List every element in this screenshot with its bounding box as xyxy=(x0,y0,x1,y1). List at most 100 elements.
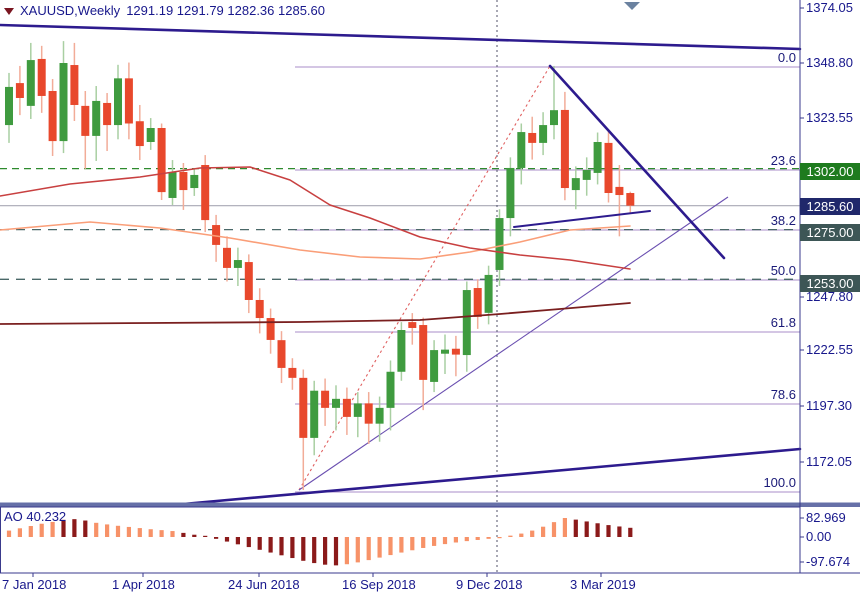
ao-bar xyxy=(170,531,175,537)
ao-bar xyxy=(105,524,110,537)
candle-body xyxy=(560,109,569,189)
symbol-dropdown-icon xyxy=(4,7,14,15)
candle-body xyxy=(81,105,90,136)
candle-body xyxy=(114,78,122,126)
candle-body xyxy=(201,165,210,221)
candle-body xyxy=(473,288,482,317)
candle-body xyxy=(157,128,166,193)
ao-bar xyxy=(453,537,458,543)
candle-body xyxy=(408,322,417,328)
candle-body xyxy=(419,325,428,380)
price-scale-label: 1247.80 xyxy=(806,289,853,304)
candle-body xyxy=(332,398,340,408)
candle-body xyxy=(92,100,101,136)
ao-bar xyxy=(333,537,339,566)
ao-bar xyxy=(268,537,273,553)
ao-bar xyxy=(214,537,219,539)
ma-mid xyxy=(0,221,631,260)
ao-bar xyxy=(442,537,448,545)
ohlc-values: 1291.19 1291.79 1282.36 1285.60 xyxy=(126,3,325,18)
ao-bar xyxy=(323,537,328,565)
time-scale-label: 1 Apr 2018 xyxy=(112,577,175,592)
ao-bar xyxy=(181,532,186,537)
candle-body xyxy=(168,172,177,198)
candle-body xyxy=(15,83,24,98)
candle-body xyxy=(266,318,275,340)
candle-body xyxy=(571,178,580,191)
candle-body xyxy=(615,186,624,196)
fib-label-50.0: 50.0 xyxy=(770,263,796,278)
ao-bar xyxy=(344,537,349,565)
candle-body xyxy=(364,403,373,424)
ao-bar xyxy=(290,537,295,559)
trendline-4[interactable] xyxy=(513,210,651,228)
ao-bar xyxy=(410,537,415,551)
candle-body xyxy=(244,262,253,300)
trendline-2[interactable] xyxy=(170,447,802,507)
price-badge-1285.60: 1285.60 xyxy=(800,197,860,215)
ao-bar xyxy=(497,537,502,539)
ao-bar xyxy=(148,529,153,537)
panel-divider[interactable] xyxy=(0,502,860,508)
price-badge-1302.00: 1302.00 xyxy=(800,162,860,180)
time-scale-label: 3 Mar 2019 xyxy=(570,577,636,592)
candle-body xyxy=(386,371,395,408)
trendline-1[interactable] xyxy=(0,23,802,51)
candle-body xyxy=(103,102,112,126)
candle-body xyxy=(397,330,406,372)
ao-bar xyxy=(388,537,393,556)
time-scale-label: 24 Jun 2018 xyxy=(228,577,300,592)
candle-body xyxy=(626,193,635,206)
ao-bar xyxy=(72,519,77,537)
ao-bar xyxy=(126,526,131,537)
ao-bar xyxy=(530,530,535,537)
candle-body xyxy=(233,260,242,268)
price-scale-label: 1222.55 xyxy=(806,342,853,357)
ao-bar xyxy=(508,535,513,537)
fib-label-23.6: 23.6 xyxy=(770,153,796,168)
candle-body xyxy=(179,172,188,191)
candle-body xyxy=(5,86,13,126)
price-scale-label: 1172.05 xyxy=(806,454,853,469)
candle-body xyxy=(146,128,155,142)
price-badge-1275.00: 1275.00 xyxy=(800,223,860,241)
time-scale-label: 7 Jan 2018 xyxy=(2,577,67,592)
ao-bar xyxy=(6,530,12,537)
ao-bar xyxy=(137,528,142,537)
fib-label-100.0: 100.0 xyxy=(763,475,796,490)
ao-bar xyxy=(475,537,480,540)
fib-label-0.0: 0.0 xyxy=(777,50,796,65)
candle-body xyxy=(593,141,602,173)
ao-scale-label: -97.674 xyxy=(806,554,851,569)
fib-label-61.8: 61.8 xyxy=(770,315,796,330)
candle-body xyxy=(604,142,613,194)
trendline-3[interactable] xyxy=(548,64,726,260)
candle-body xyxy=(124,78,133,124)
ao-bar xyxy=(312,537,317,564)
chart-header: XAUUSD,Weekly 1291.19 1291.79 1282.36 12… xyxy=(4,3,325,18)
ao-bar xyxy=(573,519,578,537)
ao-bar xyxy=(464,537,469,542)
ao-bar xyxy=(50,521,55,537)
candle-body xyxy=(484,274,493,313)
candle-body xyxy=(288,367,297,378)
ao-bar xyxy=(83,520,88,537)
fib-label-38.2: 38.2 xyxy=(770,213,796,228)
ao-bar xyxy=(551,522,557,537)
candle-body xyxy=(375,407,384,424)
candle-body xyxy=(528,132,537,143)
candle-body xyxy=(462,290,471,356)
candle-body xyxy=(582,169,591,180)
candle-body xyxy=(310,390,319,438)
ascending-trendline[interactable] xyxy=(298,196,729,491)
ao-bar xyxy=(421,537,426,548)
ao-bar xyxy=(39,523,44,537)
candle-body xyxy=(539,125,548,143)
candle-body xyxy=(451,348,460,355)
candle-body xyxy=(70,65,79,105)
ao-bar xyxy=(28,526,33,537)
ao-bar xyxy=(235,537,240,545)
ma-fast xyxy=(0,166,631,270)
